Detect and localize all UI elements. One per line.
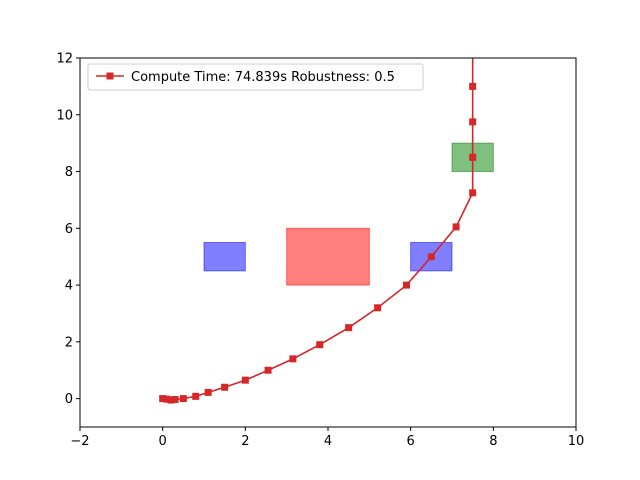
x-tick-label: 8 <box>489 434 497 449</box>
series-markers <box>159 82 477 404</box>
data-point <box>192 392 200 400</box>
data-point <box>403 281 411 289</box>
y-tick-label: 2 <box>65 335 73 350</box>
data-point <box>264 366 272 374</box>
legend-label: Compute Time: 74.839s Robustness: 0.5 <box>131 70 395 85</box>
legend-box <box>87 63 424 91</box>
data-point <box>345 324 353 332</box>
data-point <box>163 395 171 403</box>
data-point <box>452 223 460 231</box>
y-axis-ticks: 0 2 4 6 8 10 12 <box>56 52 80 407</box>
region-obstacle-left <box>203 242 246 272</box>
region-obstacle-center <box>286 227 370 286</box>
y-tick-label: 8 <box>65 165 73 180</box>
x-tick-label: −2 <box>70 434 89 449</box>
y-tick-label: 6 <box>65 222 73 237</box>
plot-area <box>159 58 477 404</box>
data-point <box>241 376 249 384</box>
x-axis-ticks: −2 0 2 4 6 8 10 <box>70 427 584 449</box>
data-point <box>171 395 179 403</box>
data-point <box>469 82 477 90</box>
y-tick-label: 10 <box>56 108 73 123</box>
legend-marker-sample <box>106 72 114 80</box>
legend: Compute Time: 74.839s Robustness: 0.5 <box>87 63 424 91</box>
series-line <box>162 58 474 401</box>
data-point <box>289 355 297 363</box>
x-tick-label: 2 <box>241 434 249 449</box>
data-point <box>316 341 324 349</box>
data-point <box>159 395 167 403</box>
data-point <box>204 388 212 396</box>
y-tick-label: 12 <box>56 52 73 67</box>
x-tick-label: 10 <box>568 434 585 449</box>
data-point <box>427 253 435 261</box>
x-tick-label: 6 <box>407 434 415 449</box>
data-point <box>374 304 382 312</box>
x-tick-label: 4 <box>324 434 332 449</box>
data-point <box>469 153 477 161</box>
data-point <box>179 395 187 403</box>
data-point <box>167 396 175 404</box>
y-tick-label: 0 <box>65 392 73 407</box>
data-point <box>469 118 477 126</box>
data-point <box>469 189 477 197</box>
data-point <box>221 383 229 391</box>
x-tick-label: 0 <box>159 434 167 449</box>
y-tick-label: 4 <box>65 279 73 294</box>
